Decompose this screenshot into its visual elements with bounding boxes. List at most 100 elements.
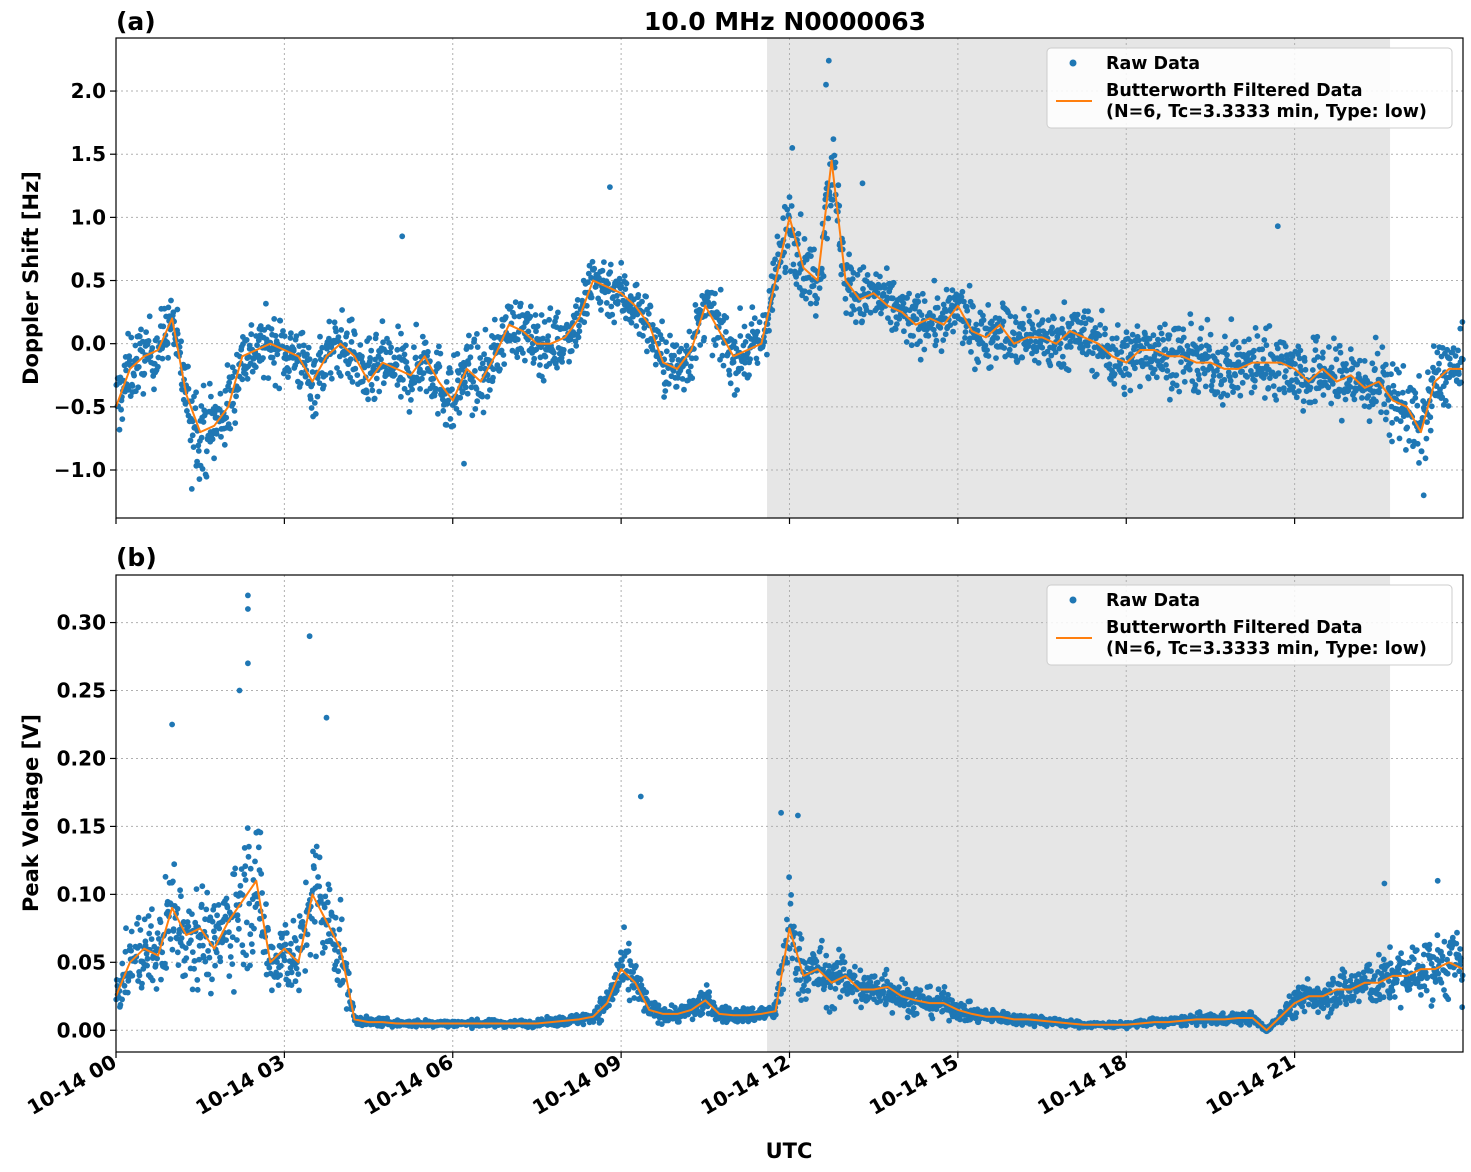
raw-data-point-a <box>1109 335 1116 342</box>
raw-data-point-b <box>849 989 856 996</box>
raw-data-point-a <box>618 283 624 289</box>
raw-data-point-a <box>940 301 947 308</box>
raw-data-point-b <box>326 886 333 893</box>
raw-data-point-a <box>1390 382 1397 389</box>
raw-data-point-a <box>298 369 305 376</box>
raw-data-point-b <box>215 902 222 908</box>
legend-raw-label-a: Raw Data <box>1106 54 1200 74</box>
raw-data-point-a <box>801 236 808 242</box>
raw-data-point-a <box>754 360 761 366</box>
raw-data-point-a <box>419 333 426 340</box>
raw-data-point-b <box>334 958 340 965</box>
raw-data-point-a <box>388 344 394 351</box>
raw-data-point-a <box>281 333 288 339</box>
raw-data-point-b <box>803 996 809 1002</box>
raw-data-point-a <box>860 286 866 292</box>
raw-data-point-a <box>1385 385 1392 391</box>
raw-data-point-b <box>1220 1010 1226 1017</box>
raw-data-point-a <box>1026 312 1032 319</box>
raw-data-point-a <box>1312 398 1318 405</box>
raw-data-point-b <box>626 940 632 947</box>
raw-data-point-b <box>341 946 348 953</box>
raw-data-point-a <box>1007 313 1014 320</box>
raw-data-point-a <box>1082 320 1089 327</box>
raw-data-point-a <box>1378 409 1384 416</box>
raw-data-point-b <box>231 871 238 878</box>
raw-data-point-a <box>464 390 471 397</box>
raw-data-point-a <box>848 311 854 318</box>
raw-data-point-a <box>1280 385 1287 391</box>
raw-data-point-b <box>1196 1009 1203 1015</box>
raw-data-point-a <box>972 366 978 373</box>
raw-data-point-b <box>205 971 212 978</box>
raw-data-point-b <box>821 983 828 990</box>
raw-data-point-a <box>1093 371 1100 378</box>
raw-data-point-a <box>373 331 379 338</box>
raw-data-point-a <box>1382 416 1389 423</box>
raw-data-point-a <box>1389 419 1395 426</box>
raw-data-point-a <box>827 202 834 209</box>
raw-data-point-a <box>544 338 551 344</box>
raw-data-point-a <box>915 298 922 305</box>
raw-data-point-a <box>443 379 450 385</box>
raw-data-point-a <box>906 290 912 297</box>
raw-data-point-a <box>1207 331 1214 338</box>
raw-data-point-a <box>1270 383 1277 389</box>
raw-data-point-a <box>1113 335 1120 342</box>
raw-data-point-a <box>825 215 832 222</box>
raw-data-point-b <box>265 927 271 933</box>
raw-data-point-a <box>398 393 404 400</box>
raw-data-point-a <box>118 406 124 413</box>
raw-data-point-b <box>929 1015 936 1022</box>
raw-data-point-a <box>395 323 401 330</box>
raw-data-point-a <box>1059 353 1066 360</box>
raw-data-point-b <box>269 944 276 951</box>
raw-data-point-a <box>1164 367 1171 374</box>
raw-data-point-a <box>1267 375 1273 381</box>
raw-data-point-a <box>462 379 468 386</box>
raw-data-point-a <box>1133 343 1140 349</box>
raw-data-point-b <box>189 949 196 955</box>
raw-data-point-b <box>223 937 230 943</box>
raw-data-point-a <box>484 393 491 400</box>
raw-data-point-a <box>667 332 673 339</box>
raw-data-point-a <box>420 370 427 376</box>
raw-data-point-a <box>507 304 514 310</box>
raw-data-point-a <box>165 304 172 311</box>
raw-data-point-a <box>754 328 761 335</box>
raw-data-point-b <box>141 916 148 923</box>
raw-data-point-a <box>1320 392 1327 398</box>
raw-data-point-a <box>997 327 1004 334</box>
raw-data-point-a <box>918 312 925 318</box>
raw-data-point-b <box>841 959 848 966</box>
raw-data-point-b <box>318 897 324 903</box>
raw-data-point-a <box>1239 379 1246 386</box>
raw-data-point-a <box>337 372 344 379</box>
raw-data-spike-a <box>825 57 832 64</box>
raw-data-point-a <box>473 385 480 392</box>
raw-data-point-a <box>1202 383 1209 390</box>
raw-data-point-a <box>271 316 278 322</box>
raw-data-point-b <box>119 960 126 967</box>
raw-data-point-a <box>198 434 205 441</box>
raw-data-point-a <box>737 305 743 311</box>
raw-data-point-a <box>811 246 817 253</box>
raw-data-point-a <box>477 355 484 361</box>
y-tick-label-a: 0.0 <box>71 332 106 356</box>
raw-data-point-b <box>749 1005 756 1012</box>
raw-data-point-b <box>801 982 807 989</box>
raw-data-point-a <box>487 387 493 393</box>
raw-data-point-a <box>1168 385 1175 392</box>
raw-data-point-a <box>1001 345 1008 351</box>
raw-data-point-a <box>1196 376 1202 383</box>
raw-data-point-a <box>394 382 401 388</box>
raw-data-point-a <box>225 421 232 428</box>
raw-data-point-a <box>576 328 583 335</box>
raw-data-point-a <box>782 264 789 271</box>
raw-data-point-a <box>131 372 138 379</box>
raw-data-point-a <box>782 269 789 276</box>
raw-data-point-b <box>594 1004 601 1011</box>
raw-data-point-b <box>182 972 189 979</box>
raw-data-point-a <box>687 363 694 370</box>
raw-data-point-b <box>149 977 156 984</box>
